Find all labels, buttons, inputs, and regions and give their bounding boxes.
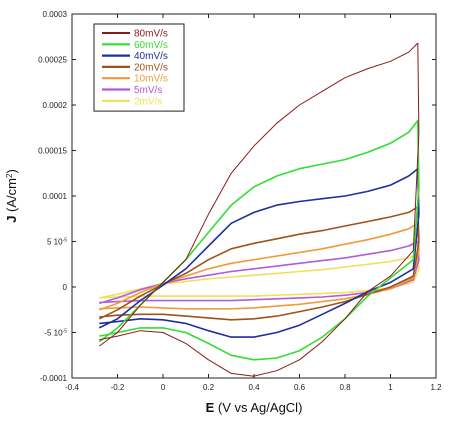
x-axis-title-symbol: E bbox=[206, 400, 215, 415]
y-axis-title-symbol: J bbox=[4, 216, 19, 223]
y-tick-label: -0.0001 bbox=[40, 374, 68, 383]
y-tick-label: 0.0002 bbox=[43, 101, 68, 110]
legend-label: 80mV/s bbox=[134, 29, 168, 40]
y-axis-title-text: (A/cm bbox=[4, 178, 19, 216]
x-tick-label: 1.2 bbox=[430, 383, 442, 392]
legend-label: 2mV/s bbox=[134, 96, 162, 107]
x-tick-label: 0.8 bbox=[339, 383, 351, 392]
y-tick-label: 0.0001 bbox=[43, 192, 68, 201]
legend-label: 60mV/s bbox=[134, 40, 168, 51]
x-tick-label: -0.2 bbox=[111, 383, 125, 392]
y-axis-title: J (A/cm2) bbox=[4, 169, 19, 223]
x-tick-label: 0 bbox=[161, 383, 166, 392]
x-axis-title-text: (V vs Ag/AgCl) bbox=[214, 400, 302, 415]
legend-label: 20mV/s bbox=[134, 62, 168, 73]
x-tick-label: 0.4 bbox=[248, 383, 260, 392]
series-curves bbox=[98, 42, 420, 377]
y-tick-label: 0.00015 bbox=[38, 147, 67, 156]
y-tick-label: -5 10-5 bbox=[44, 329, 67, 338]
x-tick-label: 0.2 bbox=[203, 383, 215, 392]
y-tick-label: 0.00025 bbox=[38, 56, 67, 65]
y-tick-label: 0 bbox=[63, 283, 68, 292]
series-curve-0 bbox=[99, 42, 420, 377]
legend-label: 5mV/s bbox=[134, 85, 162, 96]
x-tick-label: 0.6 bbox=[294, 383, 306, 392]
y-axis-title-superscript: 2 bbox=[5, 173, 14, 178]
y-tick-label: 0.0003 bbox=[43, 10, 68, 19]
axis-ticks: -0.4 -0.2 0 0.2 0.4 0.6 0.8 1 1.2 -0.0001 -5 10-5 0… bbox=[38, 10, 442, 392]
legend-label: 10mV/s bbox=[134, 74, 168, 85]
legend-label: 40mV/s bbox=[134, 51, 168, 62]
y-axis-title-end: ) bbox=[4, 169, 19, 173]
y-tick-label: 5 10-5 bbox=[47, 238, 67, 247]
x-tick-label: 1 bbox=[388, 383, 393, 392]
x-tick-label: -0.4 bbox=[65, 383, 79, 392]
x-axis-title: E (V vs Ag/AgCl) bbox=[206, 400, 303, 415]
